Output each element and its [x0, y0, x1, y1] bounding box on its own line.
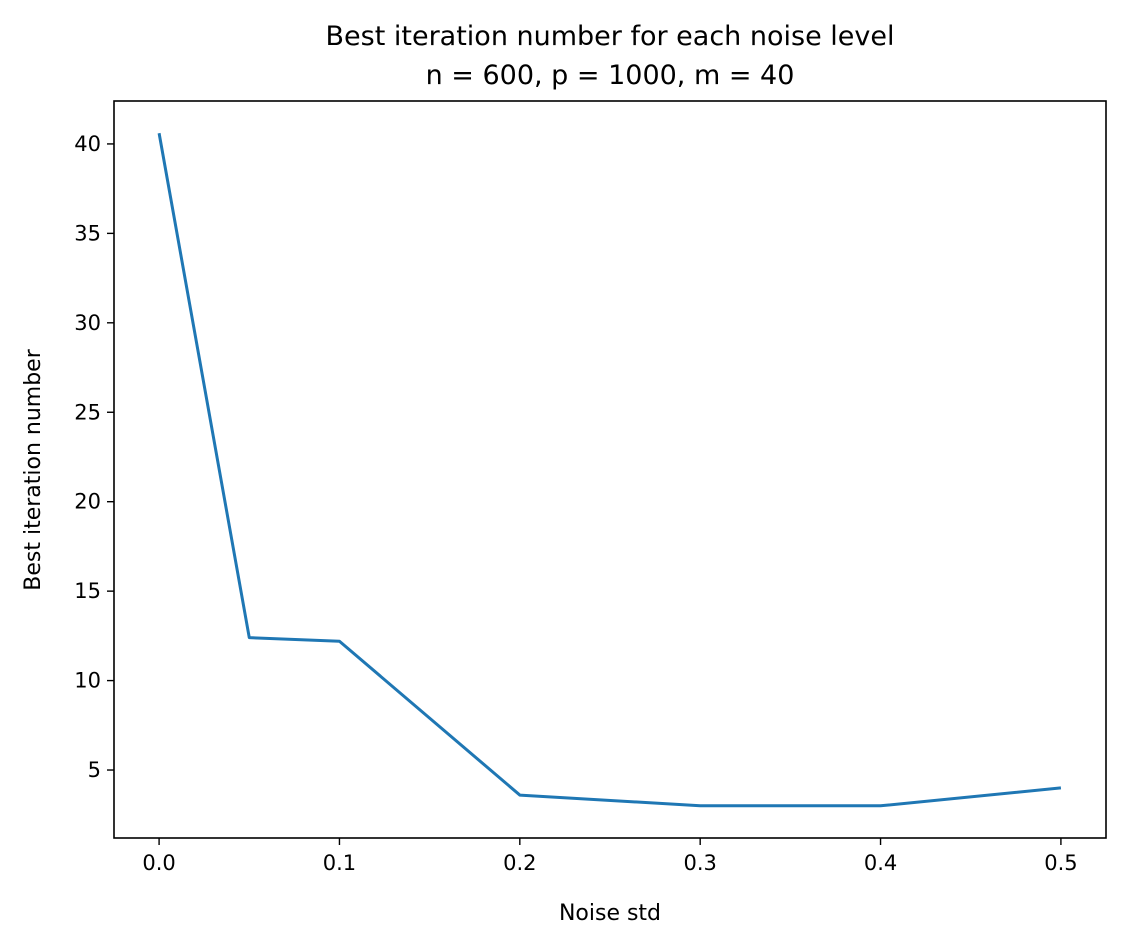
plot-frame: [113, 100, 1107, 839]
x-tick-label: 0.1: [323, 851, 356, 875]
series-line: [157, 132, 1062, 808]
y-axis-label: Best iteration number: [21, 348, 46, 590]
y-tick-label: 40: [74, 132, 101, 156]
chart-subtitle: n = 600, p = 1000, m = 40: [426, 60, 795, 91]
y-tick-label: 20: [74, 490, 101, 514]
x-axis-label: Noise std: [559, 901, 661, 926]
y-tick-label: 30: [74, 311, 101, 335]
x-tick-label: 0.2: [503, 851, 536, 875]
chart-title: Best iteration number for each noise lev…: [326, 21, 895, 52]
x-tick-label: 0.0: [142, 851, 175, 875]
y-tick-label: 25: [74, 400, 101, 424]
plot-area: [113, 100, 1107, 839]
x-tick-label: 0.4: [864, 851, 897, 875]
series-layer: [157, 132, 1062, 808]
x-tick-label: 0.3: [683, 851, 716, 875]
x-axis-ticks: 0.0 0.1 0.2 0.3 0.4 0.5: [142, 838, 1078, 875]
y-axis-ticks: 5 10 15 20 25 30 35 40: [74, 132, 114, 782]
y-tick-label: 10: [74, 669, 101, 693]
y-tick-label: 15: [74, 579, 101, 603]
y-tick-label: 35: [74, 221, 101, 245]
x-tick-label: 0.5: [1044, 851, 1077, 875]
y-tick-label: 5: [88, 758, 101, 782]
